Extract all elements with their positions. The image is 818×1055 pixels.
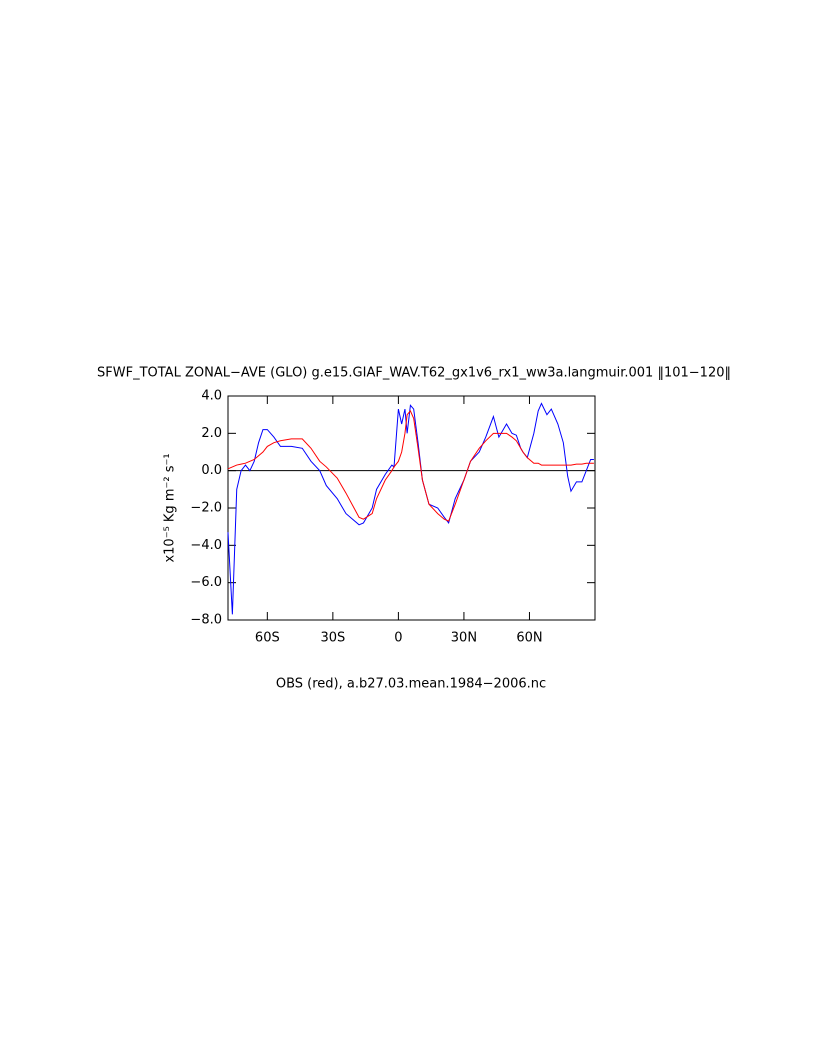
x-tick-label: 30N — [451, 631, 477, 646]
plot-frame — [227, 395, 596, 621]
chart-subtitle: OBS (red), a.b27.03.mean.1984−2006.nc — [276, 677, 546, 692]
y-tick-label: 4.0 — [201, 389, 222, 404]
chart-title: SFWF_TOTAL ZONAL−AVE (GLO) g.e15.GIAF_WA… — [97, 366, 731, 381]
y-tick-label: −8.0 — [190, 613, 222, 628]
y-tick-label: −6.0 — [190, 575, 222, 590]
x-tick-label: 0 — [394, 631, 402, 646]
series-line — [227, 402, 594, 615]
x-tick-label: 60S — [255, 631, 280, 646]
y-tick-label: 0.0 — [201, 463, 222, 478]
y-tick-label: 2.0 — [201, 426, 222, 441]
y-tick-label: −2.0 — [190, 501, 222, 516]
x-tick-label: 30S — [320, 631, 345, 646]
series-line — [227, 410, 594, 522]
x-tick-label: 60N — [516, 631, 542, 646]
y-tick-label: −4.0 — [190, 538, 222, 553]
y-axis-label: x10⁻⁵ Kg m⁻² s⁻¹ — [163, 453, 178, 562]
